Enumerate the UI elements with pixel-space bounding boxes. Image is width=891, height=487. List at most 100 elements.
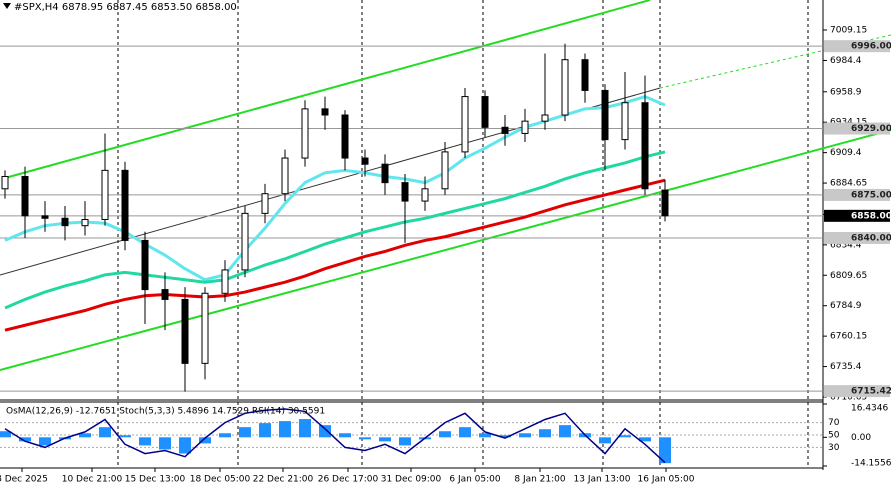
candle-body	[281, 157, 289, 195]
osma-bar	[19, 437, 31, 442]
level-box	[824, 385, 890, 398]
level-box	[824, 231, 890, 244]
candle-body	[301, 108, 309, 159]
chart-title: #SPX,H4 6878.95 6887.45 6853.50 6858.00	[14, 2, 237, 13]
osma-bar	[519, 433, 531, 438]
y-tick-label: 6909.4	[830, 148, 862, 158]
candle-body	[581, 59, 589, 91]
candle-body	[241, 212, 249, 271]
level-box	[824, 40, 890, 53]
x-tick-label: 16 Jan 05:00	[638, 475, 695, 485]
osma-bar	[39, 437, 51, 446]
osma-bar	[239, 427, 251, 438]
candle-body	[501, 126, 509, 134]
osma-bar	[659, 437, 671, 464]
candle-body	[61, 217, 69, 227]
level-label: 6929.00	[851, 124, 891, 134]
osma-bar	[459, 427, 471, 438]
moving-average	[4, 150, 666, 310]
osma-bar	[259, 423, 271, 438]
level-label: 6840.00	[851, 233, 891, 243]
x-tick-label: 15 Dec 13:00	[125, 475, 186, 485]
channel-lower	[0, 129, 891, 371]
osma-bar	[639, 437, 651, 442]
candle-body	[141, 239, 149, 291]
candle-body	[621, 102, 629, 141]
x-tick-label: 10 Dec 21:00	[62, 475, 123, 485]
candle-body	[201, 292, 209, 364]
candle-body	[221, 269, 229, 294]
candle-body	[441, 151, 449, 190]
osma-bar	[559, 425, 571, 438]
osma-bar	[279, 421, 291, 438]
candle-body	[81, 219, 89, 227]
candle-body	[1, 175, 9, 190]
candle-body	[541, 114, 549, 122]
osma-bar	[539, 429, 551, 438]
moving-average	[4, 178, 666, 332]
candle-body	[361, 157, 369, 165]
osma-bar	[119, 435, 131, 438]
candle-body	[521, 120, 529, 134]
y-tick-label: 6884.65	[830, 179, 867, 189]
indicator-tick-label: 0.00	[851, 433, 871, 443]
osma-bar	[339, 433, 351, 438]
osma-bar	[79, 433, 91, 438]
candle-body	[601, 89, 609, 141]
osma-bar	[379, 437, 391, 442]
y-tick-label: 6710.65	[830, 392, 867, 402]
candle-body	[161, 289, 169, 300]
candle-body	[41, 215, 49, 219]
y-tick-label: 6834.4	[830, 240, 862, 250]
osma-bar	[479, 433, 491, 438]
channel-upper	[4, 0, 651, 179]
osma-bar	[499, 435, 511, 438]
x-tick-label: 18 Dec 05:00	[190, 475, 251, 485]
candle-body	[641, 102, 649, 190]
x-tick-label: 26 Dec 17:00	[318, 475, 379, 485]
indicator-tick-label: 16.4346	[851, 404, 888, 414]
moving-average	[4, 94, 666, 282]
osma-bar	[359, 437, 371, 440]
osma-bar	[179, 437, 191, 454]
title-arrow	[3, 3, 11, 9]
stoch-line	[4, 408, 666, 464]
indicator-tick-label: -14.1556	[851, 459, 891, 469]
stoch-level-label: 50	[828, 431, 840, 441]
osma-bar	[399, 437, 411, 446]
x-tick-label: 31 Dec 09:00	[381, 475, 442, 485]
x-tick-label: 8 Jan 21:00	[514, 475, 566, 485]
level-label: 6858.00	[851, 211, 891, 221]
candle-body	[481, 96, 489, 128]
level-box	[824, 188, 890, 201]
osma-bar	[439, 431, 451, 438]
y-tick-label: 6735.4	[830, 362, 862, 372]
osma-bar	[319, 425, 331, 438]
x-tick-label: 22 Dec 21:00	[253, 475, 314, 485]
y-tick-label: 6984.4	[830, 56, 862, 66]
candle-body	[341, 114, 349, 159]
x-tick-label: 13 Jan 13:00	[574, 475, 631, 485]
level-label: 6715.42	[851, 387, 891, 397]
candle-body	[321, 108, 329, 116]
osma-bar	[619, 435, 631, 438]
y-tick-label: 6760.15	[830, 332, 867, 342]
osma-bar	[299, 419, 311, 438]
level-box	[824, 122, 890, 135]
time-grid	[117, 0, 809, 468]
osma-bar	[599, 437, 611, 444]
candle-body	[181, 298, 189, 364]
osma-bar	[99, 427, 111, 438]
level-label: 6875.00	[851, 190, 891, 200]
candle-body	[101, 169, 109, 221]
y-tick-label: 7009.15	[830, 25, 867, 35]
osma-bar	[0, 431, 11, 438]
y-tick-label: 6809.65	[830, 271, 867, 281]
x-tick-label: 8 Dec 2025	[0, 475, 48, 485]
candle-body	[561, 59, 569, 116]
candle-body	[381, 163, 389, 184]
x-tick-label: 6 Jan 05:00	[449, 475, 501, 485]
candle-body	[421, 188, 429, 202]
level-label: 6996.00	[851, 42, 891, 52]
y-tick-label: 6784.9	[830, 301, 862, 311]
